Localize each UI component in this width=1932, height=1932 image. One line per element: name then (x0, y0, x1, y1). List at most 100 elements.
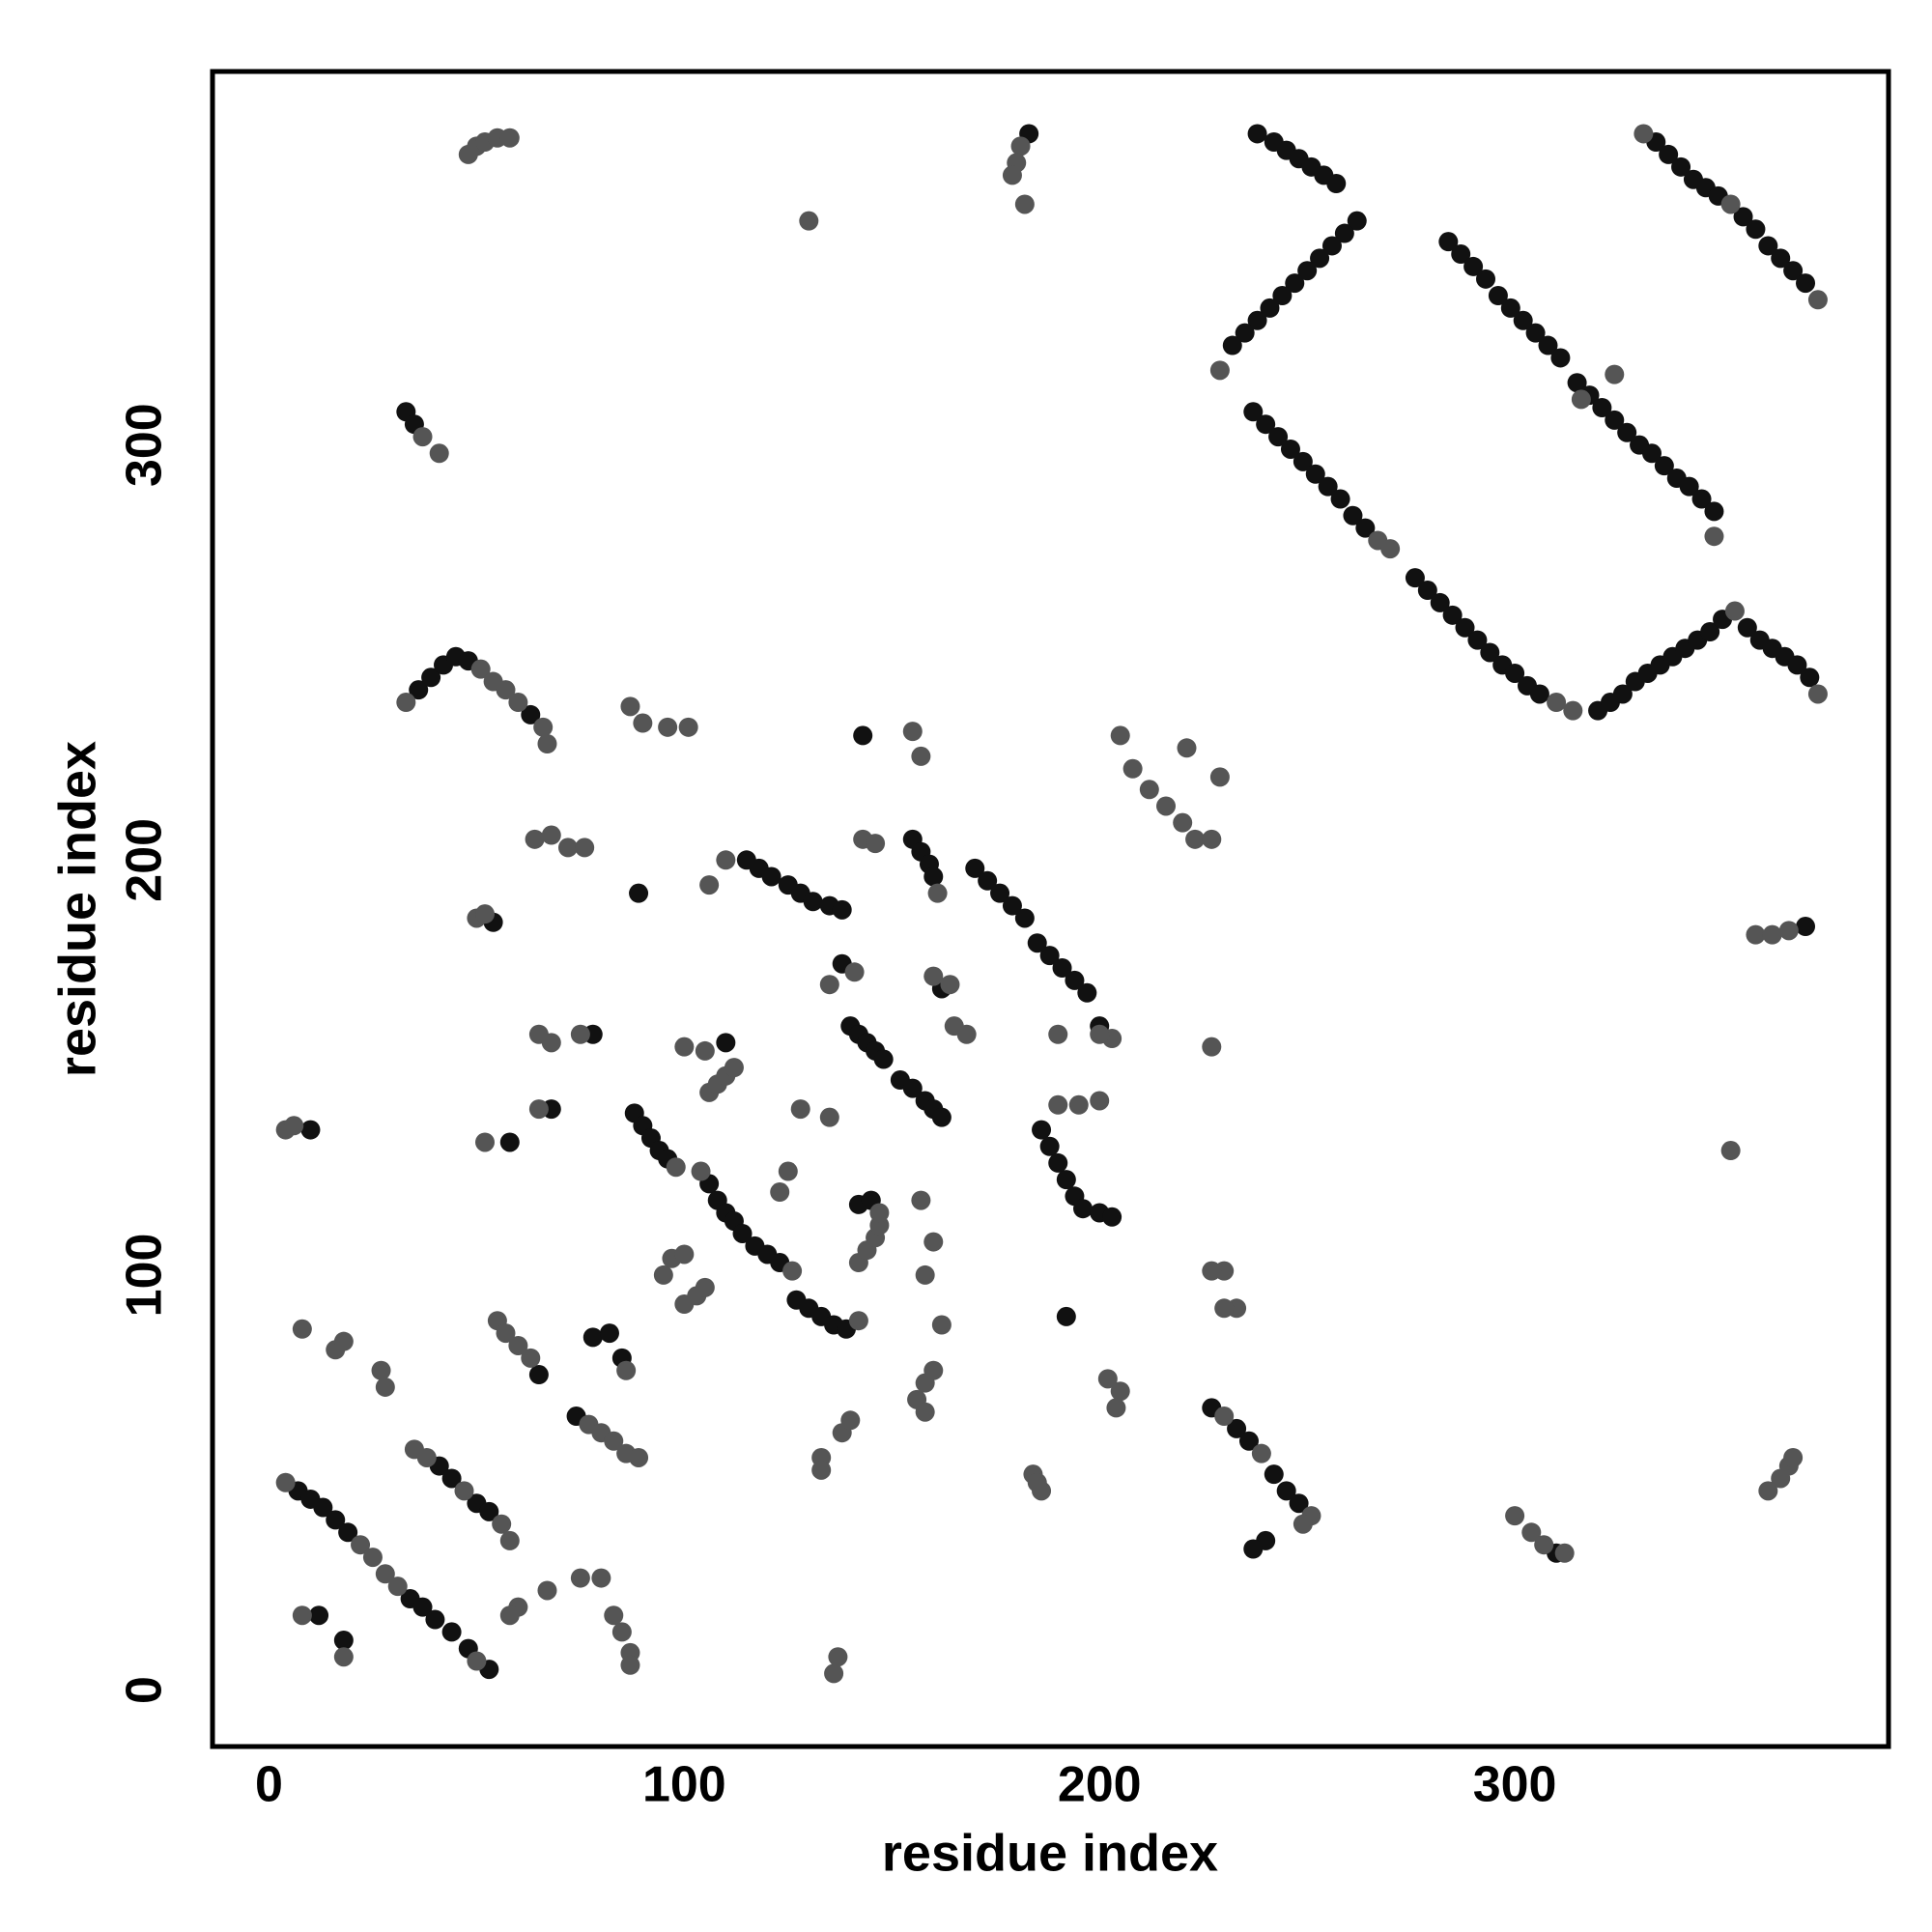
point (467, 1651, 487, 1671)
point (1097, 1369, 1118, 1389)
point (732, 1223, 753, 1243)
point (313, 1497, 333, 1518)
point (1264, 1464, 1284, 1485)
point (351, 1535, 371, 1555)
point (1592, 398, 1612, 418)
point (770, 1182, 790, 1203)
point (1605, 410, 1625, 430)
point (475, 1132, 496, 1152)
point (1326, 174, 1347, 194)
point (828, 1647, 848, 1667)
point (1547, 693, 1567, 713)
point (499, 1530, 520, 1550)
point (300, 1120, 321, 1140)
point (927, 883, 948, 903)
point (1737, 617, 1757, 638)
point (1442, 605, 1463, 625)
point (716, 850, 736, 870)
point (965, 858, 985, 878)
point (1039, 946, 1060, 966)
point (799, 211, 819, 231)
point (1554, 1543, 1575, 1563)
point (1733, 207, 1753, 227)
point (499, 1605, 520, 1626)
point (1783, 1447, 1804, 1467)
point (338, 1522, 358, 1543)
point (1185, 829, 1206, 849)
point (1238, 1431, 1259, 1451)
point (1073, 1199, 1094, 1219)
point (629, 1447, 649, 1467)
y-tick-label: 0 (117, 1676, 173, 1704)
point (1529, 684, 1549, 704)
point (1027, 1472, 1047, 1492)
point (412, 1597, 433, 1617)
point (1550, 348, 1571, 368)
point (1235, 323, 1255, 343)
point (454, 1481, 474, 1501)
point (326, 1510, 346, 1530)
point (1321, 236, 1342, 256)
point (475, 904, 496, 924)
point (1796, 917, 1816, 937)
point (375, 1564, 395, 1584)
point (292, 1605, 312, 1626)
point (873, 1049, 894, 1069)
point (1068, 1094, 1089, 1115)
point (1110, 725, 1130, 746)
point (1222, 335, 1242, 355)
point (1247, 310, 1267, 330)
point (1438, 232, 1459, 252)
point (1243, 402, 1264, 422)
point (658, 717, 678, 737)
point (853, 725, 873, 746)
point (1641, 443, 1662, 464)
point (1106, 1398, 1126, 1418)
point (496, 680, 516, 700)
point (1807, 290, 1828, 310)
point (866, 834, 886, 854)
point (1285, 273, 1305, 294)
point (533, 717, 554, 737)
point (1480, 642, 1500, 663)
point (716, 1033, 736, 1053)
point (1617, 422, 1637, 442)
point (956, 1024, 977, 1044)
point (284, 1116, 304, 1136)
point (1521, 1522, 1542, 1543)
point (1380, 539, 1401, 559)
point (1177, 738, 1197, 758)
point (923, 1360, 944, 1380)
point (1209, 767, 1230, 787)
point (333, 1331, 354, 1351)
point (1014, 908, 1035, 928)
point (832, 899, 852, 920)
point (1724, 601, 1745, 621)
point (1700, 622, 1720, 642)
y-tick-label: 300 (117, 403, 173, 487)
point (1260, 298, 1280, 318)
point (521, 704, 541, 724)
point (441, 1622, 462, 1642)
point (790, 1099, 810, 1120)
point (1243, 1539, 1264, 1559)
point (1156, 796, 1177, 816)
point (653, 1264, 673, 1285)
point (811, 1460, 832, 1480)
point (940, 975, 960, 995)
point (570, 1568, 590, 1588)
x-tick-label: 300 (1473, 1757, 1557, 1813)
point (902, 1078, 923, 1098)
point (1505, 663, 1525, 683)
point (1355, 518, 1376, 538)
point (1417, 581, 1437, 601)
point (1247, 124, 1267, 144)
point (1280, 439, 1300, 459)
point (844, 962, 865, 982)
point (1467, 630, 1488, 650)
point (1056, 1170, 1076, 1190)
point (591, 1568, 611, 1588)
point (1787, 655, 1807, 675)
point (479, 1501, 499, 1521)
point (803, 892, 823, 912)
